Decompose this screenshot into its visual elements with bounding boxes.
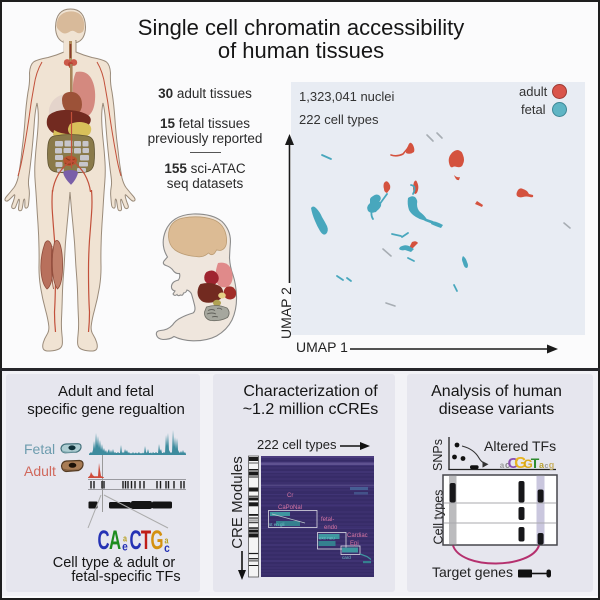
svg-text:fetal-: fetal- [321,517,334,523]
svg-text:st en gli: st en gli [269,522,285,527]
svg-text:a: a [500,461,505,470]
svg-text:e: e [122,541,128,554]
svg-text:g: g [549,460,555,470]
svg-text:C: C [129,525,141,555]
svg-text:a: a [123,534,127,544]
svg-text:card: card [342,555,351,560]
svg-text:C: C [97,525,109,555]
svg-text:endo: endo [324,525,338,531]
svg-text:a: a [539,460,545,470]
svg-text:Epi: Epi [350,541,359,547]
svg-text:C: C [508,455,519,472]
svg-text:c: c [505,460,510,470]
svg-text:A: A [109,525,121,555]
svg-text:Cardiac: Cardiac [347,533,368,539]
svg-text:c: c [164,542,170,555]
svg-text:T: T [141,525,151,555]
svg-text:G: G [523,457,532,471]
svg-text:T: T [531,455,540,471]
svg-text:G: G [514,455,526,472]
svg-text:Cr: Cr [287,493,293,499]
svg-text:exc neu: exc neu [319,536,335,541]
svg-text:c: c [545,463,549,470]
svg-text:a: a [164,536,168,546]
svg-text:CaPoNal: CaPoNal [278,505,302,511]
svg-text:G: G [150,525,163,555]
